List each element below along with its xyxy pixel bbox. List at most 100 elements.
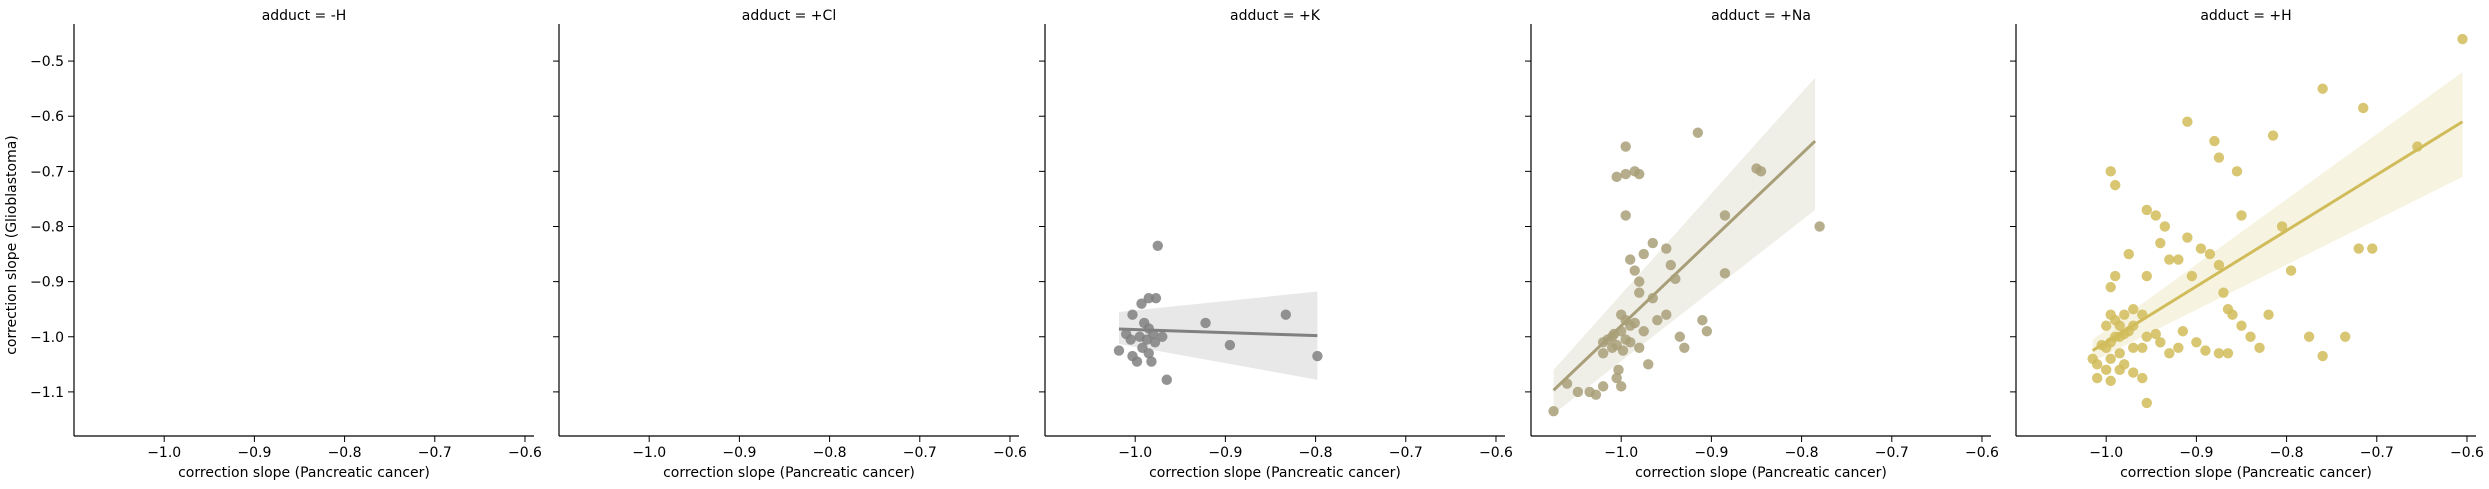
- data-point: [1638, 248, 1649, 260]
- x-tick-label: −0.6: [1479, 445, 1513, 461]
- x-tick-label: −0.9: [1208, 445, 1242, 461]
- data-point: [1150, 292, 1162, 304]
- data-point: [1625, 337, 1636, 348]
- x-tick-label: −0.8: [2270, 445, 2304, 461]
- x-tick-label: −0.6: [993, 445, 1027, 461]
- data-point: [2087, 353, 2098, 365]
- data-point: [2105, 309, 2116, 320]
- data-point: [2236, 320, 2247, 331]
- data-point: [1701, 326, 1713, 337]
- facet-panel: adduct = +Cl −1.0 −0.9 −0.8 −0.7 −0.6 correcti…: [553, 8, 1027, 481]
- data-point: [2128, 303, 2139, 315]
- data-point: [1161, 374, 1172, 385]
- data-point: [1572, 386, 1584, 398]
- facet-panel: adduct = +H −1.0 −0.9 −0.8 −0.7 −0.6 correctio…: [2010, 8, 2484, 481]
- confidence-band: [1553, 77, 1816, 414]
- data-point: [2137, 372, 2148, 384]
- x-tick-label: −0.9: [2179, 445, 2213, 461]
- data-point: [1615, 309, 1627, 320]
- data-point: [1548, 405, 1559, 417]
- x-tick-label: −0.8: [1785, 445, 1819, 461]
- data-point: [2123, 248, 2134, 260]
- data-point: [2105, 375, 2116, 387]
- data-point: [2227, 309, 2238, 320]
- x-tick-label: −0.8: [813, 445, 847, 461]
- data-point: [2340, 331, 2351, 342]
- data-point: [1647, 292, 1658, 304]
- data-point: [1625, 254, 1636, 265]
- data-point: [2137, 309, 2148, 320]
- x-tick-label: −0.7: [903, 445, 937, 461]
- data-point: [2137, 342, 2148, 353]
- data-point: [2213, 259, 2225, 271]
- data-point: [1679, 342, 1690, 353]
- x-tick-label: −0.8: [1299, 445, 1333, 461]
- data-point: [2182, 116, 2193, 127]
- data-point: [1620, 141, 1631, 152]
- data-point: [2191, 337, 2202, 348]
- x-tick-label: −0.9: [237, 445, 271, 461]
- data-point: [1597, 337, 1609, 348]
- data-point: [1634, 168, 1645, 180]
- y-tick-label: −0.5: [30, 54, 64, 70]
- data-point: [2141, 270, 2152, 282]
- data-point: [1617, 345, 1629, 356]
- data-point: [1597, 381, 1609, 392]
- data-point: [1125, 334, 1136, 345]
- regression-line: [2091, 120, 2464, 352]
- data-point: [2317, 350, 2328, 362]
- data-point: [1629, 317, 1640, 329]
- data-point: [1647, 237, 1658, 249]
- data-point: [2164, 254, 2175, 265]
- x-tick-label: −0.9: [1694, 445, 1728, 461]
- x-tick-label: −0.6: [1965, 445, 1999, 461]
- data-point: [2412, 141, 2423, 152]
- data-point: [2114, 364, 2125, 376]
- data-point: [2457, 33, 2468, 45]
- data-point: [2213, 348, 2225, 359]
- data-point: [2110, 270, 2121, 282]
- x-tick-label: −0.7: [1389, 445, 1423, 461]
- data-point: [2213, 152, 2225, 163]
- data-point: [1613, 364, 1624, 376]
- facet-panel: adduct = +Na −1.0 −0.9 −0.8 −0.7 −0.6 correcti…: [1525, 8, 1999, 481]
- data-point: [2119, 309, 2130, 320]
- data-point: [2141, 204, 2152, 216]
- data-point: [1131, 356, 1143, 367]
- x-axis-label: correction slope (Pancreatic cancer): [1149, 465, 1401, 481]
- data-point: [1643, 359, 1654, 370]
- data-point: [1152, 240, 1163, 251]
- x-tick-label: −0.8: [328, 445, 362, 461]
- x-tick-label: −0.6: [508, 445, 542, 461]
- facet-panel: adduct = +K −1.0 −0.9 −0.8 −0.7 −0.6 correctio…: [1039, 8, 1513, 481]
- data-point: [2155, 237, 2166, 249]
- x-axis-label: correction slope (Pancreatic cancer): [1635, 465, 1887, 481]
- data-point: [1157, 331, 1168, 342]
- data-point: [2105, 353, 2116, 365]
- data-point: [1661, 309, 1672, 320]
- regression-line: [1552, 139, 1817, 392]
- data-point: [2128, 367, 2139, 378]
- data-point: [2100, 320, 2112, 331]
- data-point: [1608, 328, 1620, 340]
- data-point: [1561, 378, 1573, 389]
- x-tick-label: −0.9: [722, 445, 756, 461]
- x-tick-label: −0.7: [418, 445, 452, 461]
- data-point: [2186, 270, 2198, 282]
- data-point: [1146, 356, 1157, 367]
- data-point: [1280, 309, 1292, 320]
- data-point: [2096, 339, 2107, 351]
- data-point: [2276, 221, 2288, 232]
- facet-title: adduct = +Cl: [742, 8, 836, 24]
- y-tick-label: −0.6: [30, 109, 64, 125]
- data-point: [1629, 265, 1640, 276]
- data-point: [1652, 315, 1663, 326]
- data-point: [1620, 168, 1631, 180]
- data-point: [2204, 248, 2216, 260]
- data-point: [2128, 320, 2139, 331]
- data-point: [2110, 179, 2121, 191]
- data-point: [2164, 348, 2175, 359]
- data-point: [2128, 342, 2139, 353]
- data-point: [2222, 348, 2234, 359]
- data-point: [1611, 372, 1622, 384]
